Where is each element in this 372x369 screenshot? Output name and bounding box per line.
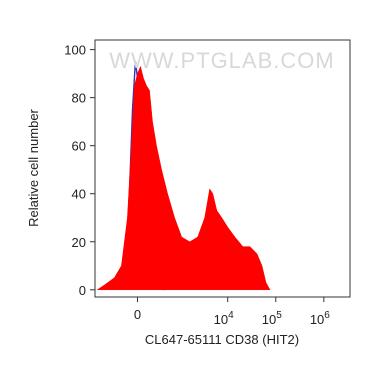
x-tick-base: 10 <box>310 312 324 327</box>
y-axis-label: Relative cell number <box>26 108 41 226</box>
x-tick-label: 105 <box>262 310 282 327</box>
y-tick-label: 80 <box>72 91 86 106</box>
x-tick-exponent: 5 <box>276 310 282 321</box>
y-tick-label: 0 <box>79 283 86 298</box>
x-tick-exponent: 6 <box>324 310 330 321</box>
x-tick-base: 10 <box>262 312 276 327</box>
x-tick-label: 0 <box>134 307 141 322</box>
x-tick-exponent: 4 <box>228 310 234 321</box>
plot-frame <box>94 39 351 298</box>
x-tick-base: 10 <box>214 312 228 327</box>
y-tick-label: 60 <box>72 139 86 154</box>
histogram-area <box>97 65 271 291</box>
x-tick-label: 104 <box>214 310 234 327</box>
y-tick-label: 20 <box>72 235 86 250</box>
y-tick-label: 100 <box>64 43 86 58</box>
x-tick-label: 106 <box>310 310 330 327</box>
watermark: WWW.PTGLAB.COM <box>109 48 334 73</box>
y-tick-label: 40 <box>72 187 86 202</box>
x-axis-label: CL647-65111 CD38 (HIT2) <box>145 332 299 347</box>
